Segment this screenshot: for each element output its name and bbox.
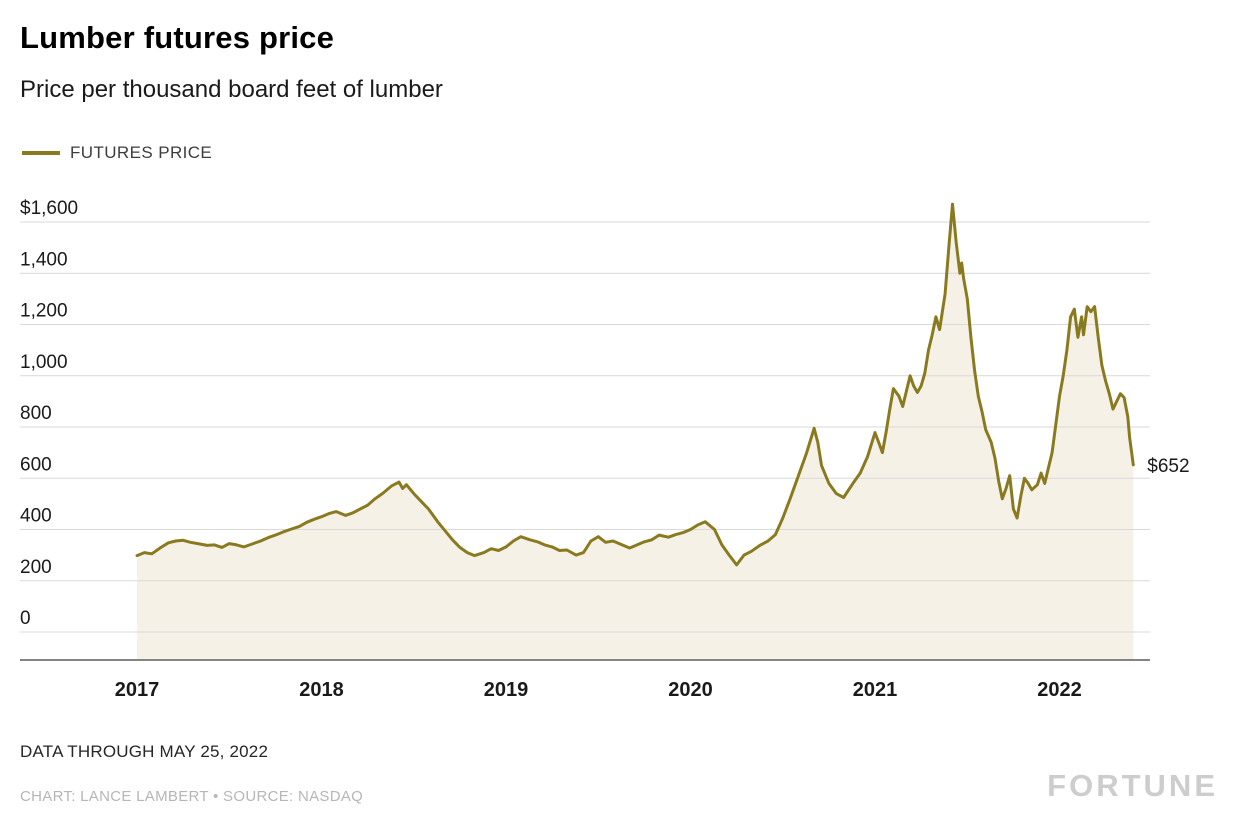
legend-label: FUTURES PRICE [70, 143, 213, 162]
end-value-label: $652 [1147, 456, 1189, 477]
chart-title: Lumber futures price [20, 20, 335, 55]
chart-credit: CHART: LANCE LAMBERT • SOURCE: NASDAQ [20, 788, 364, 805]
y-tick-label: 200 [20, 557, 52, 578]
x-tick-label: 2018 [299, 679, 344, 701]
x-tick-label: 2020 [668, 679, 713, 701]
x-tick-label: 2019 [484, 679, 529, 701]
legend: FUTURES PRICE [22, 143, 212, 163]
y-tick-label: 1,400 [20, 249, 68, 270]
y-tick-label: 800 [20, 403, 52, 424]
legend-line-swatch [22, 151, 60, 155]
fortune-logo: FORTUNE [1047, 768, 1218, 803]
y-tick-label: 1,000 [20, 352, 68, 373]
x-tick-label: 2022 [1037, 679, 1082, 701]
x-tick-label: 2021 [853, 679, 898, 701]
y-tick-label: 1,200 [20, 301, 68, 322]
chart-subtitle: Price per thousand board feet of lumber [20, 76, 443, 103]
y-tick-label: $1,600 [20, 198, 78, 219]
data-note: DATA THROUGH MAY 25, 2022 [20, 742, 269, 761]
x-tick-label: 2017 [115, 679, 160, 701]
y-tick-label: 0 [20, 608, 31, 629]
futures-price-line [135, 202, 1135, 567]
y-tick-label: 600 [20, 454, 52, 475]
y-tick-label: 400 [20, 506, 52, 527]
series-area-fill [137, 204, 1134, 659]
